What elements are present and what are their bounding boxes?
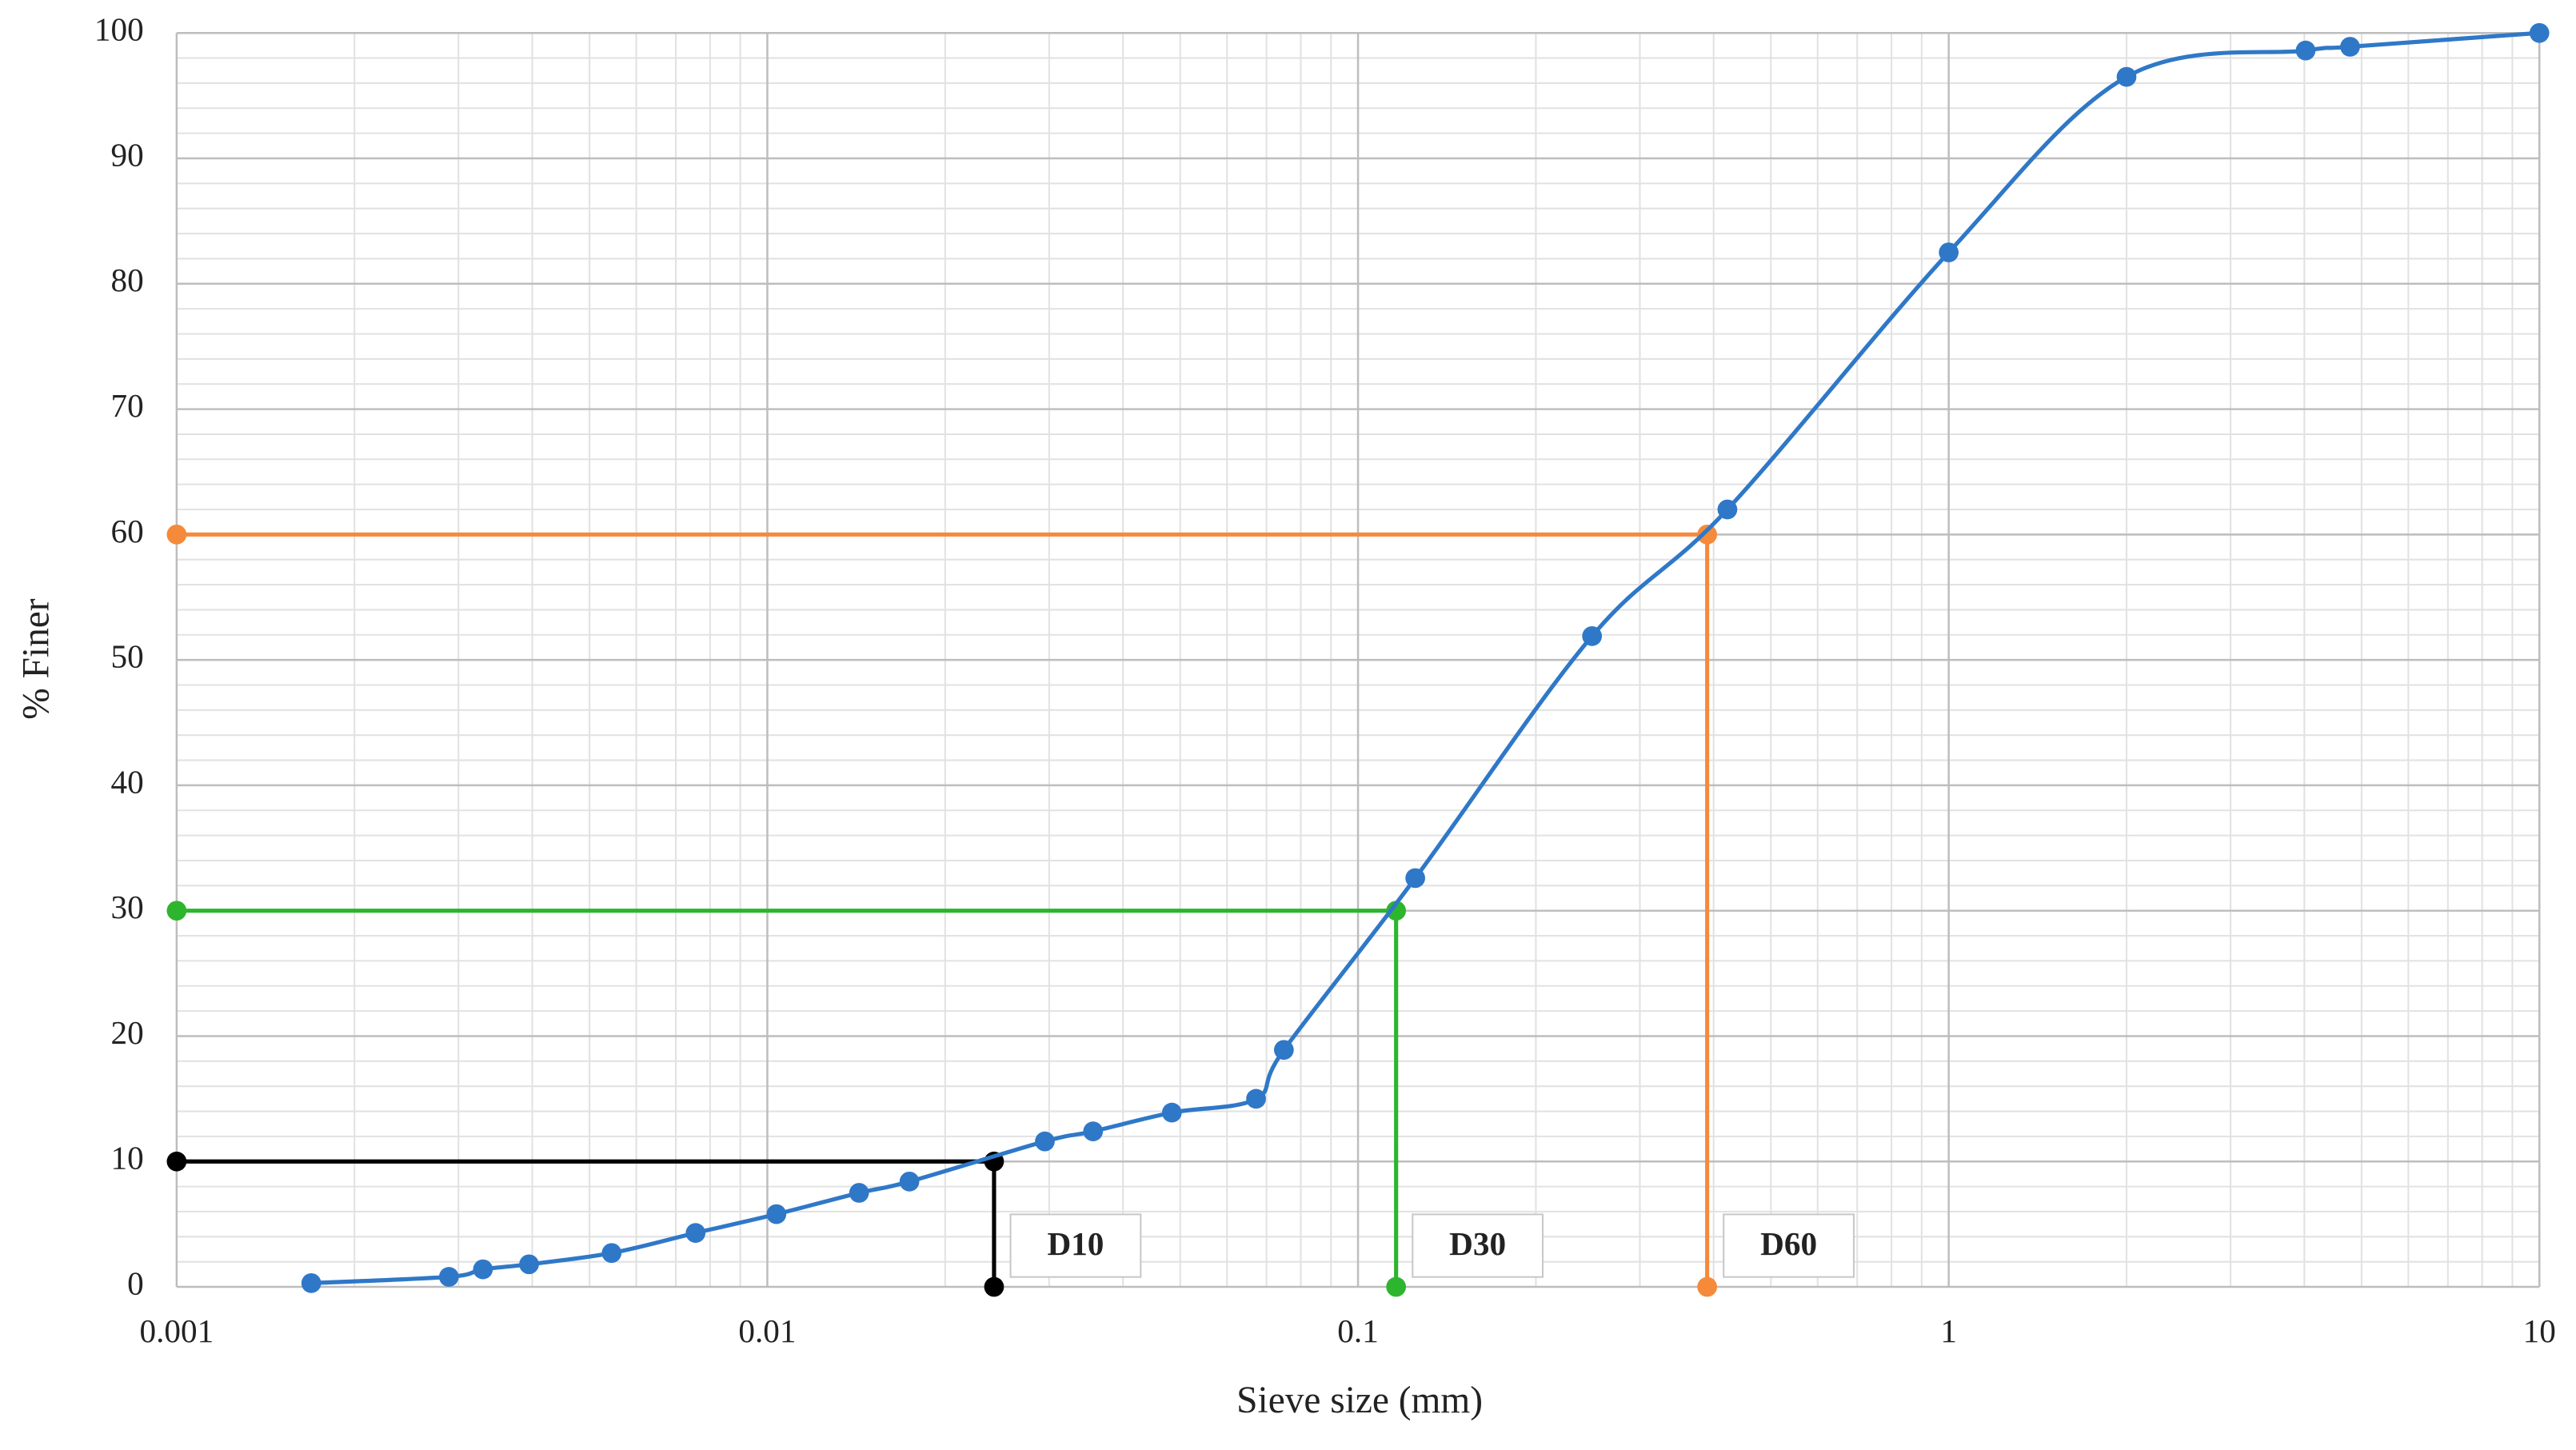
reference-point: [1386, 1276, 1407, 1297]
grid: [175, 31, 2541, 1288]
data-point: [1246, 1088, 1266, 1109]
y-tick-label: 40: [110, 763, 143, 800]
data-point: [2116, 66, 2137, 87]
data-point: [2340, 37, 2360, 57]
x-tick-label: 0.01: [738, 1312, 796, 1349]
data-point: [1035, 1131, 1055, 1152]
reference-point: [984, 1276, 1004, 1297]
y-axis-title: % Finer: [16, 598, 58, 720]
data-point: [2295, 40, 2316, 61]
reference-point: [1697, 1276, 1717, 1297]
reference-point: [166, 901, 187, 921]
data-point: [301, 1272, 322, 1293]
data-point: [519, 1254, 539, 1275]
data-point: [2529, 22, 2550, 43]
y-tick-label: 50: [110, 638, 143, 675]
data-point: [1273, 1040, 1294, 1061]
reference-point: [1386, 901, 1407, 921]
data-point: [899, 1171, 920, 1192]
data-point: [438, 1267, 459, 1287]
data-point: [1717, 499, 1738, 520]
data-point: [1939, 242, 1959, 262]
label-box: [1009, 1213, 1142, 1278]
data-point: [849, 1183, 869, 1203]
x-tick-label: 0.1: [1337, 1312, 1378, 1349]
data-point: [685, 1223, 706, 1243]
x-tick-label: 1: [1940, 1312, 1957, 1349]
reference-label: D30: [1449, 1225, 1506, 1262]
x-tick-label: 0.001: [140, 1312, 214, 1349]
y-tick-label: 80: [110, 262, 143, 298]
y-tick-label: 20: [110, 1014, 143, 1051]
y-tick-label: 70: [110, 387, 143, 424]
data-point: [1161, 1102, 1182, 1123]
reference-point: [166, 524, 187, 545]
reference-point: [1697, 524, 1717, 545]
y-tick-label: 60: [110, 513, 143, 549]
data-line: [311, 30, 2540, 1285]
y-tick-label: 10: [110, 1140, 143, 1176]
data-point: [1582, 625, 1603, 646]
reference-label: D10: [1047, 1225, 1104, 1262]
y-tick-label: 30: [110, 889, 143, 925]
data-point: [601, 1243, 622, 1264]
y-tick-label: 90: [110, 136, 143, 173]
reference-label: D60: [1760, 1225, 1817, 1262]
reference-point: [166, 1151, 187, 1172]
data-point: [1405, 868, 1425, 889]
data-point: [766, 1204, 787, 1224]
label-box: [1723, 1213, 1855, 1278]
x-tick-label: 10: [2523, 1312, 2556, 1349]
x-axis-title: Sieve size (mm): [1236, 1380, 1483, 1421]
y-tick-label: 0: [127, 1264, 144, 1301]
y-tick-label: 100: [94, 11, 144, 48]
data-point: [473, 1259, 493, 1280]
label-box: [1412, 1213, 1544, 1278]
data-point: [1083, 1121, 1104, 1141]
